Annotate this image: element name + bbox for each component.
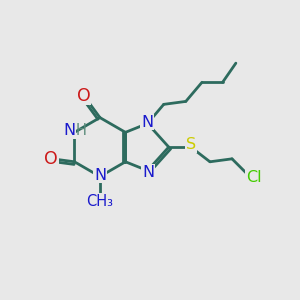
Text: N: N (63, 123, 75, 138)
Text: N: N (142, 165, 154, 180)
Text: Cl: Cl (246, 170, 261, 185)
Text: CH₃: CH₃ (86, 194, 113, 209)
Text: H: H (76, 123, 86, 138)
Text: N: N (141, 115, 153, 130)
Text: O: O (77, 86, 91, 104)
Text: S: S (186, 137, 196, 152)
Text: O: O (44, 150, 58, 168)
Text: N: N (94, 167, 106, 182)
